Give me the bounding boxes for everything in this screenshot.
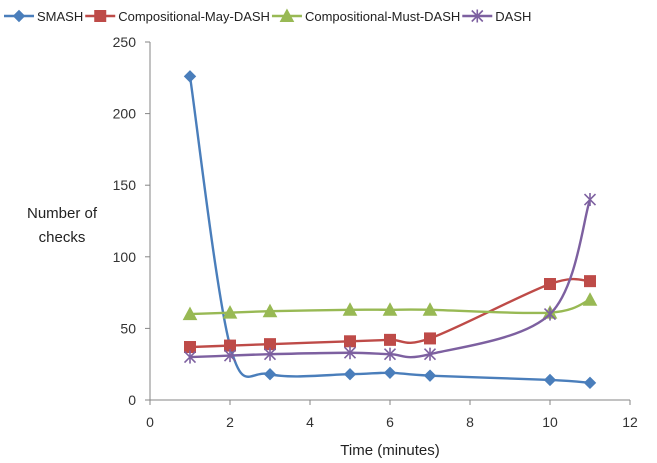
data-point-dash	[263, 347, 277, 361]
series-dash	[183, 193, 597, 364]
data-point-compositional-must-dash	[342, 302, 358, 316]
y-tick-label: 100	[113, 249, 137, 265]
data-point-compositional-must-dash	[262, 303, 278, 318]
data-point-dash	[583, 193, 597, 207]
legend-item-smash: SMASH	[4, 9, 83, 24]
chart-legend: SMASH Compositional-May-DASH Compositional…	[4, 8, 531, 24]
y-axis-title-line-1: Number of	[27, 205, 98, 222]
series-compositional-may-dash	[184, 275, 596, 354]
series-line-compositional-may-dash	[189, 277, 591, 349]
series-line-compositional-must-dash	[189, 298, 591, 316]
y-axis-title-line-2: checks	[39, 229, 86, 246]
series-compositional-must-dash	[182, 292, 598, 321]
data-point-smash	[183, 70, 197, 83]
data-point-compositional-may-dash	[584, 275, 596, 288]
data-point-compositional-must-dash	[182, 306, 198, 321]
data-point-compositional-may-dash	[344, 335, 356, 348]
data-point-smash	[263, 368, 277, 381]
legend-label: Compositional-Must-DASH	[305, 9, 460, 24]
data-point-smash	[343, 368, 357, 381]
data-point-compositional-must-dash	[582, 292, 598, 306]
chart-axes: 0 50 100 150 200 250 0 2 4 6 8 10 12 Time (minutes)…	[27, 34, 638, 459]
legend-label: Compositional-May-DASH	[118, 9, 270, 24]
x-tick-label: 2	[226, 414, 234, 430]
legend-item-compositional-may-dash: Compositional-May-DASH	[85, 9, 270, 24]
x-tick-label: 10	[542, 414, 558, 430]
data-point-smash	[383, 366, 397, 379]
data-point-dash	[543, 307, 557, 321]
data-point-dash	[343, 346, 357, 360]
data-point-compositional-must-dash	[422, 302, 438, 316]
y-tick-label: 250	[113, 34, 137, 50]
x-tick-label: 8	[466, 414, 474, 430]
legend-marker-compositional-must-dash	[279, 8, 295, 22]
data-point-compositional-may-dash	[384, 333, 396, 346]
data-point-smash	[423, 369, 437, 382]
data-point-compositional-must-dash	[222, 305, 238, 319]
legend-item-dash: DASH	[462, 9, 531, 24]
x-axis-title: Time (minutes)	[340, 442, 439, 459]
series-line-dash	[189, 199, 592, 359]
x-tick-label: 6	[386, 414, 394, 430]
y-tick-label: 50	[120, 320, 136, 336]
legend-item-compositional-must-dash: Compositional-Must-DASH	[271, 8, 460, 24]
data-point-dash	[383, 347, 397, 361]
y-tick-label: 200	[113, 106, 137, 122]
y-tick-label: 150	[113, 177, 137, 193]
plot-area	[182, 70, 598, 390]
data-point-smash	[543, 373, 557, 387]
legend-marker-smash	[12, 9, 26, 23]
y-tick-label: 0	[128, 392, 136, 408]
y-axis-ticks: 0 50 100 150 200 250	[113, 34, 150, 408]
legend-label: DASH	[495, 9, 531, 24]
data-point-dash	[183, 350, 197, 364]
data-point-compositional-must-dash	[382, 302, 398, 316]
data-point-dash	[223, 349, 237, 363]
x-tick-label: 4	[306, 414, 314, 430]
data-point-dash	[423, 347, 437, 361]
data-point-compositional-may-dash	[424, 332, 436, 345]
legend-marker-compositional-may-dash	[94, 10, 107, 22]
legend-label: SMASH	[37, 9, 83, 24]
legend-marker-dash	[471, 9, 484, 23]
data-point-smash	[583, 376, 597, 390]
x-tick-label: 12	[622, 414, 638, 430]
data-point-compositional-may-dash	[544, 278, 556, 291]
x-tick-label: 0	[146, 414, 154, 430]
x-axis-ticks: 0 2 4 6 8 10 12	[146, 400, 638, 430]
